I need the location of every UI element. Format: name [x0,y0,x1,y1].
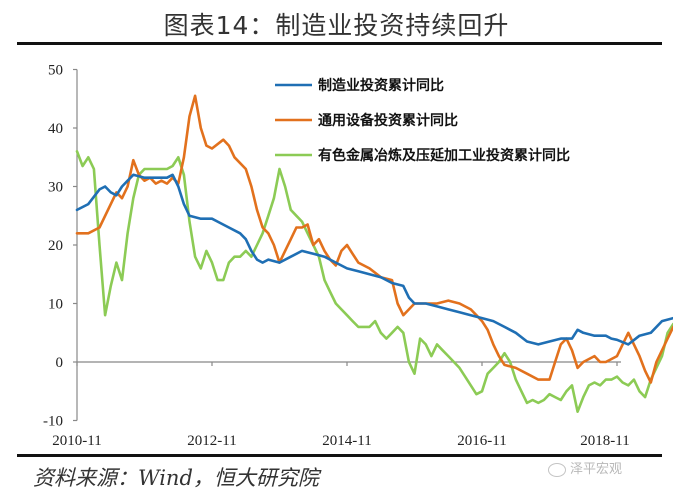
wechat-icon [548,462,566,477]
y-tick-label: 0 [56,355,64,371]
legend-label: 通用设备投资累计同比 [318,112,458,129]
series-line [75,173,673,346]
y-tick-label: 40 [48,121,63,137]
chart-title: 图表14：制造业投资持续回升 [163,11,510,40]
y-tick-label: 30 [48,180,63,196]
legend-label: 有色金属冶炼及压延加工业投资累计同比 [318,147,570,164]
source-note: 资料来源：Wind，恒大研究院 [33,466,319,490]
legend-label: 制造业投资累计同比 [318,77,444,94]
y-tick-label: 10 [48,297,63,313]
axes: -10 0 10 20 30 40 50 2010-11 2012-11 2014-11 2016-… [43,63,630,450]
watermark: 泽平宏观 [548,458,622,477]
x-tick-label: 2014-11 [322,433,371,449]
x-tick-label: 2016-11 [457,433,506,449]
x-tick-label: 2018-11 [580,433,629,449]
y-tick-label: 50 [48,63,63,79]
x-tick-label: 2010-11 [52,433,101,449]
series-line [75,94,673,384]
watermark-text: 泽平宏观 [570,462,623,477]
bottom-divider [17,454,662,457]
y-tick-label: -10 [43,414,63,430]
top-divider [17,42,662,45]
y-tick-label: 20 [48,238,63,254]
x-tick-label: 2012-11 [187,433,236,449]
series-line [75,150,673,413]
series-lines [75,94,673,413]
